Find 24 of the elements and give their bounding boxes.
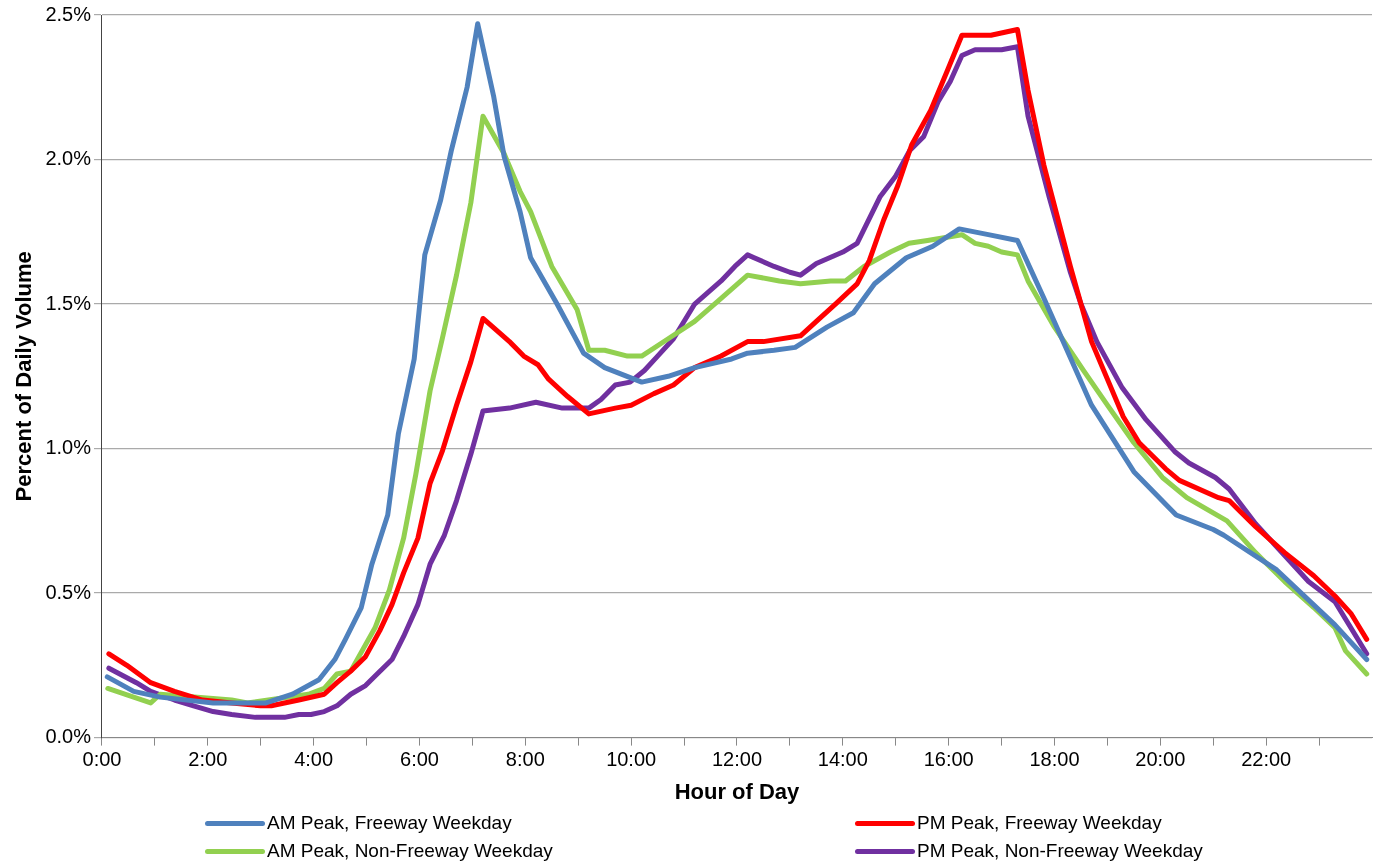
y-axis-title: Percent of Daily Volume	[11, 251, 37, 502]
y-tick-label: 2.0%	[45, 147, 92, 170]
x-tick-label: 18:00	[1029, 748, 1080, 771]
y-tick-label: 2.5%	[45, 2, 92, 25]
y-tick-label: 1.5%	[45, 291, 92, 314]
legend-label: PM Peak, Non-Freeway Weekday	[917, 840, 1203, 862]
x-tick-label: 6:00	[400, 748, 439, 771]
x-tick-label: 2:00	[188, 748, 228, 771]
legend-label: PM Peak, Freeway Weekday	[917, 812, 1162, 834]
x-tick-label: 22:00	[1241, 748, 1292, 771]
x-tick-label: 8:00	[505, 748, 545, 771]
x-tick-label: 0:00	[82, 748, 122, 771]
x-tick-label: 16:00	[923, 748, 974, 771]
x-tick-label: 12:00	[711, 748, 763, 771]
x-tick-label: 20:00	[1135, 748, 1186, 771]
y-tick-label: 0.0%	[45, 725, 92, 748]
x-tick-label: 4:00	[294, 748, 334, 771]
y-tick-label: 0.5%	[45, 580, 92, 603]
legend-label: AM Peak, Freeway Weekday	[267, 812, 512, 834]
x-tick-label: 10:00	[606, 748, 657, 771]
legend-label: AM Peak, Non-Freeway Weekday	[267, 840, 553, 862]
x-tick-label: 14:00	[817, 748, 868, 771]
x-axis-title: Hour of Day	[674, 778, 801, 804]
y-tick-label: 1.0%	[45, 436, 92, 459]
